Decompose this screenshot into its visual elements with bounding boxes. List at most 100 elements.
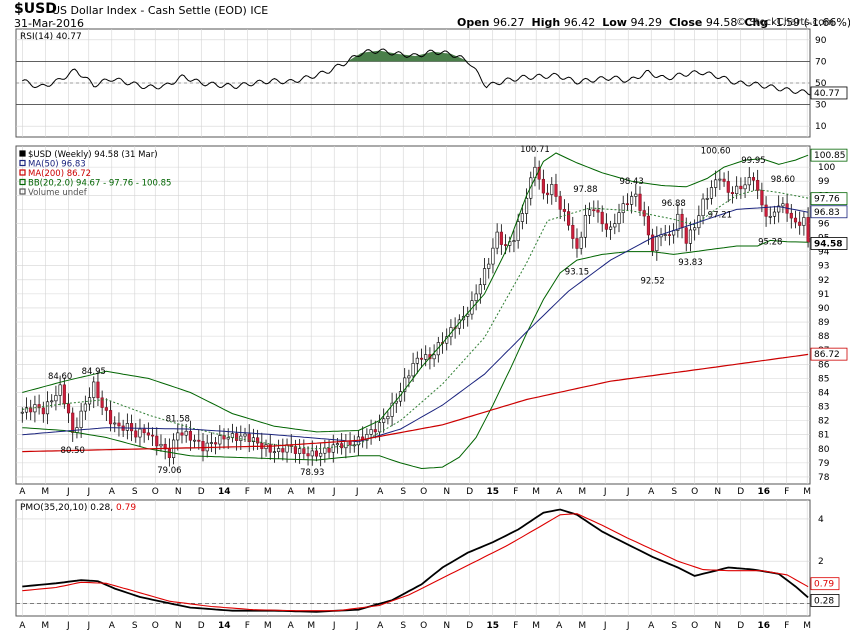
x-tick-label-pmo: 15: [486, 621, 499, 631]
candle-down: [163, 443, 167, 450]
x-tick-label-price: S: [132, 487, 138, 497]
x-tick-label-price: D: [737, 487, 744, 497]
legend-label: MA(50) 96.83: [28, 160, 86, 170]
ohlc-readout: Open 96.27 High 96.42 Low 94.29 Close 94…: [457, 16, 850, 29]
candle-down: [327, 447, 331, 453]
x-tick-label-pmo: M: [307, 621, 315, 631]
candle-down: [66, 403, 71, 414]
candle-up: [714, 179, 718, 188]
x-tick-label-pmo: J: [86, 621, 90, 631]
candle-down: [201, 441, 205, 452]
x-tick-label-pmo: 16: [757, 621, 770, 631]
open-value: 96.27: [493, 16, 525, 29]
price-annotation: 96.88: [661, 199, 685, 209]
candle-up: [20, 411, 24, 414]
candle-up: [705, 198, 709, 200]
candle-down: [554, 184, 558, 197]
x-tick-label-pmo: N: [175, 621, 182, 631]
candle-down: [71, 412, 75, 433]
x-tick-label-pmo: O: [152, 621, 159, 631]
candle-up: [319, 452, 323, 457]
candle-down: [129, 423, 134, 432]
price-tick-label: 99: [818, 177, 830, 187]
x-tick-label-pmo: A: [377, 621, 384, 631]
x-tick-label-pmo: A: [556, 621, 563, 631]
candle-up: [474, 293, 478, 301]
candle-down: [730, 192, 735, 195]
x-tick-label-pmo: N: [443, 621, 450, 631]
price-tick-label: 92: [818, 276, 829, 286]
price-tick-label: 80: [818, 445, 830, 455]
x-tick-label-price: F: [245, 487, 250, 497]
brand-watermark: © StockCharts.com: [736, 17, 835, 28]
x-tick-label-pmo: F: [245, 621, 250, 631]
candle-up: [802, 217, 806, 226]
candle-up: [520, 213, 524, 222]
close-label: Close: [668, 16, 703, 29]
candle-up: [369, 429, 373, 435]
pmo-panel-frame: [15, 499, 811, 617]
exchange-text: ICE: [250, 4, 269, 17]
candle-up: [272, 451, 276, 454]
candle-up: [424, 354, 428, 360]
candle-down: [667, 234, 671, 236]
x-tick-label-price: S: [400, 487, 406, 497]
x-tick-label-pmo: A: [109, 621, 116, 631]
x-tick-label-price: M: [803, 487, 811, 497]
candle-down: [340, 443, 344, 449]
pmo-tick-label: 2: [818, 557, 824, 567]
candle-up: [92, 381, 96, 398]
pmo-line: [22, 508, 809, 613]
candle-up: [634, 193, 638, 197]
candle-up: [184, 430, 188, 436]
price-annotation: 92.52: [640, 276, 664, 286]
x-tick-label-pmo: S: [132, 621, 138, 631]
candle-up: [655, 236, 659, 252]
candle-down: [268, 444, 272, 453]
x-tick-label-price: 16: [757, 487, 770, 497]
candle-up: [277, 448, 281, 453]
candle-up: [251, 437, 255, 443]
price-tick-label: 89: [818, 318, 830, 328]
candle-up: [718, 178, 722, 181]
price-value-label: 100.85: [814, 151, 846, 161]
candle-up: [138, 428, 142, 438]
candle-down: [722, 178, 726, 182]
price-annotation: 84.60: [48, 372, 72, 382]
candle-down: [134, 430, 138, 438]
rsi-value-label: 40.77: [814, 89, 840, 99]
low-label: Low: [602, 16, 627, 29]
legend-label: BB(20,2.0) 94.67 - 97.76 - 100.85: [28, 179, 171, 189]
candle-down: [806, 217, 810, 243]
price-tick-label: 84: [818, 388, 830, 398]
symbol-description: US Dollar Index - Cash Settle (EOD) ICE: [52, 4, 268, 17]
x-tick-label-pmo: 14: [218, 621, 231, 631]
candle-down: [247, 433, 251, 443]
x-tick-label-price: N: [443, 487, 450, 497]
candle-up: [310, 450, 314, 457]
candle-down: [558, 196, 562, 210]
candle-up: [617, 212, 621, 224]
x-tick-label-price: D: [466, 487, 473, 497]
candle-up: [54, 395, 58, 402]
candle-up: [390, 402, 394, 417]
candle-down: [37, 404, 41, 409]
candle-up: [415, 357, 419, 364]
candle-up: [512, 240, 516, 242]
candle-up: [230, 433, 234, 438]
price-tick-label: 79: [818, 459, 830, 469]
candle-up: [609, 226, 613, 230]
candle-down: [546, 192, 550, 195]
candle-up: [663, 234, 667, 236]
x-tick-label-price: 14: [218, 487, 231, 497]
candle-down: [751, 177, 756, 181]
candle-up: [478, 284, 482, 295]
x-tick-label-price: J: [355, 487, 359, 497]
candle-up: [688, 229, 693, 244]
price-tick-label: 90: [818, 304, 830, 314]
candle-down: [142, 428, 146, 434]
candle-up: [709, 187, 714, 199]
x-tick-label-pmo: J: [332, 621, 336, 631]
candle-up: [772, 211, 777, 217]
